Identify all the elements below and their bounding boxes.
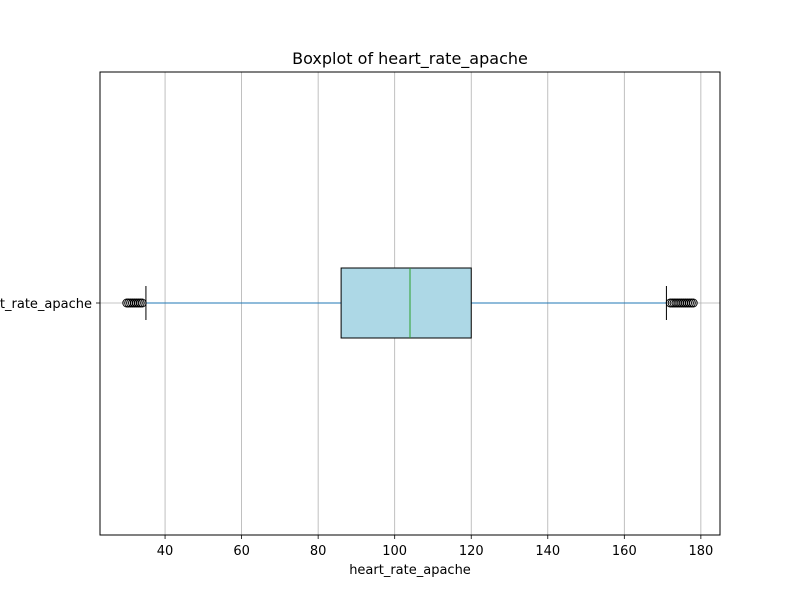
x-tick-label: 160 (612, 544, 637, 559)
x-tick-label: 80 (310, 544, 327, 559)
x-tick-label: 60 (233, 544, 250, 559)
y-axis: heart_rate_apache (0, 297, 100, 312)
plot-area (122, 267, 698, 339)
x-tick-label: 40 (157, 544, 174, 559)
x-tick-label: 120 (459, 544, 484, 559)
iqr-box (340, 267, 472, 339)
x-axis-label: heart_rate_apache (349, 563, 471, 578)
chart-title: Boxplot of heart_rate_apache (292, 49, 528, 69)
outlier-point (137, 298, 147, 308)
x-tick-label: 140 (535, 544, 560, 559)
y-tick-label: heart_rate_apache (0, 297, 92, 312)
plot-frame (99, 71, 721, 536)
x-axis: 40 60 80 100 120 140 160 180 (157, 535, 713, 559)
x-tick-label: 100 (382, 544, 407, 559)
outlier-point (688, 298, 698, 308)
x-tick-label: 180 (688, 544, 713, 559)
